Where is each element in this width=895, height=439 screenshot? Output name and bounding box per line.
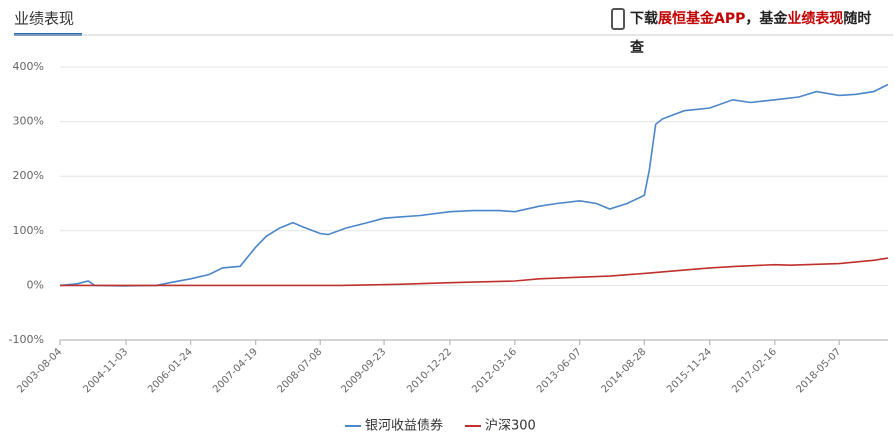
note: 查: [630, 39, 645, 56]
x-tick-label: 2007-04-19: [211, 346, 260, 395]
y-tick-label: 300%: [13, 115, 44, 128]
x-tick-label: 2018-05-07: [795, 346, 844, 395]
note-part: 业绩表现: [787, 10, 843, 27]
x-tick-label: 2012-03-16: [470, 346, 519, 395]
phone-icon: [611, 8, 625, 30]
note-part: 展恒基金APP: [658, 10, 745, 27]
x-tick-label: 2017-02-16: [730, 346, 779, 395]
series-line: [60, 257, 889, 287]
legend-label: 沪深300: [485, 418, 536, 434]
y-tick-label: 400%: [13, 60, 44, 73]
note-part: 随时: [843, 10, 871, 27]
x-tick-label: 2003-08-04: [15, 346, 64, 395]
section-title: 业绩表现: [14, 10, 74, 28]
x-tick-label: 2009-09-23: [339, 346, 388, 395]
y-tick-label: -100%: [9, 333, 44, 346]
y-tick-label: 200%: [13, 169, 44, 182]
note-part: ，基金: [745, 10, 788, 27]
x-tick-label: 2010-12-22: [405, 346, 454, 395]
note: 下载展恒基金APP，基金业绩表现随时: [630, 10, 871, 27]
x-tick-label: 2008-07-08: [276, 346, 325, 395]
y-tick-label: 0%: [27, 278, 44, 291]
y-tick-label: 100%: [13, 224, 44, 237]
x-tick-label: 2013-06-07: [535, 346, 584, 395]
series-line: [59, 83, 889, 287]
x-tick-label: 2015-11-24: [665, 346, 714, 395]
x-tick-label: 2004-11-03: [81, 346, 130, 395]
x-tick-label: 2006-01-24: [146, 346, 195, 395]
note-part: 下载: [630, 10, 658, 27]
legend-label: 银河收益债券: [365, 418, 443, 434]
x-tick-label: 2014-08-28: [600, 346, 649, 395]
